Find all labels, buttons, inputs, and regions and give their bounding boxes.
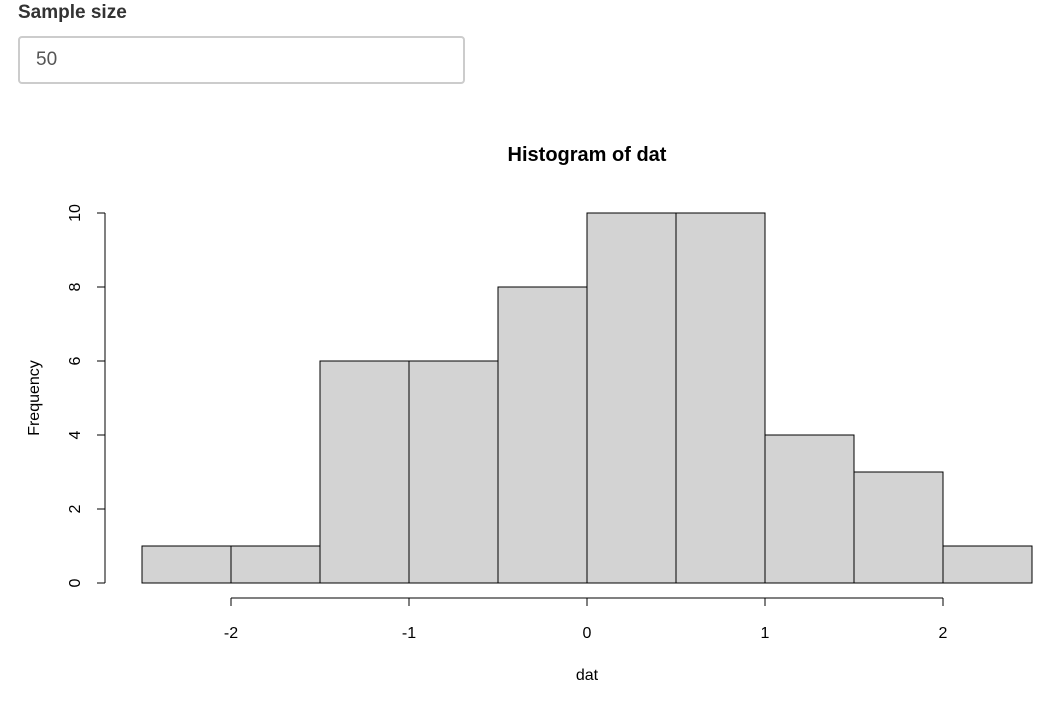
histogram-bar-3 [408, 360, 499, 584]
y-tick-label-3: 6 [67, 356, 84, 365]
x-axis-label: dat [576, 667, 599, 684]
x-axis: -2 -1 0 1 2 [224, 597, 948, 642]
x-tick-label-2: 0 [583, 625, 592, 642]
histogram-bar-6 [675, 212, 766, 584]
histogram-bar-1 [230, 545, 321, 584]
y-tick-label-0: 0 [67, 578, 84, 587]
y-tick-label-5: 10 [67, 204, 84, 222]
bars-group [141, 212, 1033, 584]
histogram-bar-8 [853, 471, 944, 584]
histogram-bar-5 [586, 212, 677, 584]
histogram-bar-4 [497, 286, 588, 584]
histogram-bar-9 [942, 545, 1033, 584]
y-axis: 0 2 4 6 8 10 [67, 204, 106, 587]
histogram-bar-2 [319, 360, 410, 584]
sample-size-label: Sample size [18, 2, 127, 23]
x-tick-label-4: 2 [939, 625, 948, 642]
x-tick-label-3: 1 [761, 625, 770, 642]
x-tick-label-0: -2 [224, 625, 238, 642]
histogram-bar-7 [764, 434, 855, 584]
y-tick-label-2: 4 [67, 430, 84, 439]
y-axis-label: Frequency [26, 360, 43, 436]
y-tick-label-1: 2 [67, 504, 84, 513]
y-tick-label-4: 8 [67, 282, 84, 291]
chart-title: Histogram of dat [508, 144, 667, 166]
x-tick-label-1: -1 [402, 625, 416, 642]
sample-size-input[interactable] [18, 36, 465, 84]
histogram-bar-0 [141, 545, 232, 584]
